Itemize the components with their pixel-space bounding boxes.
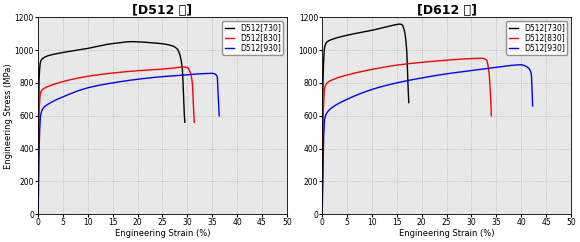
X-axis label: Engineering Strain (%): Engineering Strain (%) (115, 229, 210, 238)
D512[830] (75, 76, 82, 79)
D512[930] (142, 77, 148, 80)
D512[930] (356, 92, 363, 95)
D512[730] (182, 121, 188, 124)
Legend: D512[730], D512[830], D512[930]: D512[730], D512[830], D512[930] (506, 21, 567, 55)
D512[730] (341, 34, 348, 37)
D512[830] (432, 60, 438, 63)
D512[830] (191, 121, 198, 124)
D512[730] (384, 25, 391, 28)
Title: [D512 강]: [D512 강] (132, 4, 193, 17)
D512[730] (405, 101, 412, 104)
D512[830] (179, 66, 186, 68)
D512[830] (395, 63, 402, 66)
D512[730] (60, 51, 67, 54)
D512[830] (446, 59, 453, 61)
D512[930] (459, 70, 466, 73)
D512[730] (129, 40, 136, 43)
Line: D512[930]: D512[930] (38, 73, 219, 214)
Y-axis label: Engineering Stress (MPa): Engineering Stress (MPa) (4, 63, 13, 168)
D512[830] (106, 72, 113, 75)
D512[730] (369, 29, 376, 31)
D512[830] (418, 61, 425, 64)
D512[830] (152, 68, 159, 71)
X-axis label: Engineering Strain (%): Engineering Strain (%) (399, 229, 494, 238)
D512[830] (139, 69, 146, 72)
D512[730] (396, 23, 403, 25)
D512[830] (349, 72, 356, 75)
D512[730] (334, 36, 341, 39)
D512[830] (62, 79, 69, 82)
D512[930] (414, 77, 421, 80)
D512[930] (373, 87, 380, 90)
Line: D512[830]: D512[830] (322, 58, 491, 214)
D512[930] (443, 72, 450, 75)
D512[930] (209, 72, 216, 75)
D512[830] (362, 69, 369, 72)
Line: D512[830]: D512[830] (38, 67, 194, 214)
Line: D512[730]: D512[730] (38, 42, 185, 214)
Line: D512[930]: D512[930] (322, 65, 532, 214)
D512[930] (117, 80, 124, 83)
D512[930] (216, 114, 223, 117)
D512[730] (376, 27, 383, 30)
D512[730] (358, 31, 365, 34)
D512[830] (478, 57, 485, 60)
D512[930] (529, 104, 536, 107)
D512[730] (101, 43, 108, 46)
D512[930] (319, 213, 326, 216)
D512[730] (121, 41, 128, 44)
D512[930] (517, 63, 524, 66)
D512[730] (72, 49, 79, 52)
D512[930] (477, 68, 484, 71)
D512[930] (35, 213, 42, 216)
D512[730] (35, 213, 42, 216)
D512[730] (319, 213, 326, 216)
D512[930] (155, 76, 162, 78)
D512[830] (35, 213, 42, 216)
D512[930] (67, 92, 74, 95)
D512[830] (488, 114, 495, 117)
D512[830] (319, 213, 326, 216)
Line: D512[730]: D512[730] (322, 24, 409, 214)
D512[730] (146, 41, 153, 44)
D512[930] (171, 74, 178, 77)
Legend: D512[730], D512[830], D512[930]: D512[730], D512[830], D512[930] (222, 21, 283, 55)
Title: [D612 강]: [D612 강] (416, 4, 477, 17)
D512[730] (133, 40, 140, 43)
D512[930] (81, 87, 88, 90)
D512[830] (126, 70, 133, 73)
